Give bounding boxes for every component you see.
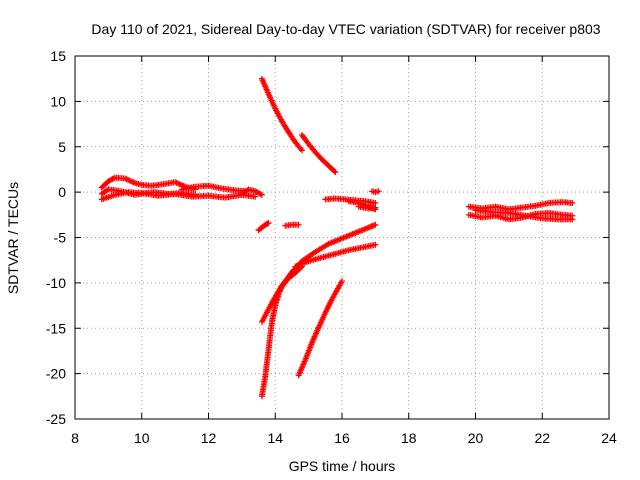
data-series xyxy=(292,241,379,270)
data-point xyxy=(569,200,576,207)
data-series xyxy=(295,278,345,379)
data-series xyxy=(98,174,199,193)
y-tick-label: -5 xyxy=(54,230,67,246)
data-points xyxy=(98,75,576,400)
data-point xyxy=(192,191,199,198)
x-tick-label: 22 xyxy=(534,430,550,446)
data-series xyxy=(472,207,576,223)
data-point xyxy=(372,204,379,211)
x-tick-label: 10 xyxy=(134,430,150,446)
data-point xyxy=(297,146,304,153)
data-point xyxy=(375,188,382,195)
data-series xyxy=(465,199,576,213)
y-tick-label: 10 xyxy=(50,93,66,109)
y-tick-label: -10 xyxy=(46,275,66,291)
y-tick-label: -15 xyxy=(46,320,66,336)
x-tick-label: 18 xyxy=(401,430,417,446)
data-series xyxy=(258,263,305,400)
data-point xyxy=(258,191,265,198)
data-point xyxy=(332,169,339,176)
x-tick-label: 8 xyxy=(71,430,79,446)
x-tick-label: 14 xyxy=(267,430,283,446)
x-tick-label: 20 xyxy=(468,430,484,446)
y-tick-label: 0 xyxy=(58,184,66,200)
data-point xyxy=(331,168,338,175)
data-series xyxy=(98,186,199,198)
data-point xyxy=(372,241,379,248)
data-series xyxy=(258,75,305,154)
data-series xyxy=(369,188,382,196)
data-point xyxy=(252,193,259,200)
data-point xyxy=(372,221,379,228)
data-series xyxy=(355,203,379,212)
y-tick-label: 15 xyxy=(50,48,66,64)
data-series xyxy=(178,182,249,195)
x-tick-label: 12 xyxy=(201,430,217,446)
data-point xyxy=(295,221,302,228)
x-tick-labels: 8 10 12 14 16 18 20 22 24 xyxy=(71,430,617,446)
data-point xyxy=(297,264,304,271)
y-tick-label: 5 xyxy=(58,139,66,155)
data-point xyxy=(298,147,305,154)
y-tick-label: -20 xyxy=(46,366,66,382)
grid xyxy=(75,56,609,419)
data-point xyxy=(265,219,272,226)
data-series xyxy=(238,186,265,198)
y-axis-label: SDTVAR / TECUs xyxy=(5,182,21,294)
y-tick-labels: 15 10 5 0 -5 -10 -15 -20 -25 xyxy=(46,48,66,427)
data-series xyxy=(298,131,339,176)
data-point xyxy=(298,263,305,270)
data-series xyxy=(282,221,302,229)
chart-title: Day 110 of 2021, Sidereal Day-to-day VTE… xyxy=(91,21,600,37)
data-point xyxy=(569,216,576,223)
x-tick-label: 16 xyxy=(334,430,350,446)
data-point xyxy=(264,220,271,227)
plot-frame xyxy=(74,55,610,420)
data-point xyxy=(257,191,264,198)
x-tick-label: 24 xyxy=(601,430,617,446)
y-tick-label: -25 xyxy=(46,411,66,427)
data-series xyxy=(255,219,272,234)
data-point xyxy=(339,278,345,285)
data-series xyxy=(258,221,379,325)
x-axis-label: GPS time / hours xyxy=(289,458,396,474)
